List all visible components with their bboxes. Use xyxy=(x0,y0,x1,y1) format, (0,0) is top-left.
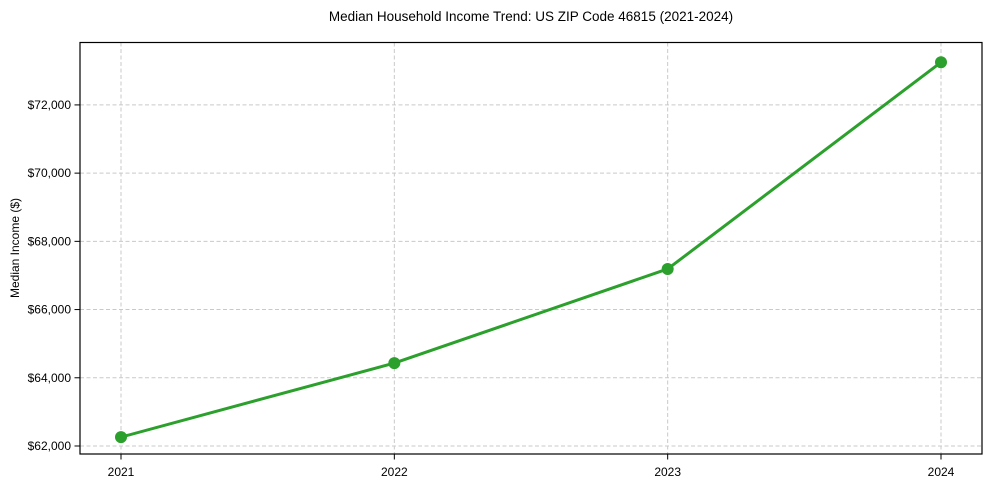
y-tick-label: $66,000 xyxy=(28,303,72,317)
y-tick-label: $72,000 xyxy=(28,98,72,112)
x-tick-label: 2021 xyxy=(108,465,135,479)
chart-title: Median Household Income Trend: US ZIP Co… xyxy=(328,9,734,24)
x-tick-label: 2023 xyxy=(654,465,681,479)
y-tick-label: $62,000 xyxy=(28,439,72,453)
x-tick-label: 2022 xyxy=(381,465,408,479)
data-point-2023 xyxy=(661,262,674,275)
data-point-2022 xyxy=(388,357,401,370)
data-line xyxy=(119,60,943,439)
data-point-2024 xyxy=(935,56,947,69)
x-tick-label: 2024 xyxy=(928,465,955,479)
y-tick-label: $64,000 xyxy=(28,371,72,385)
data-point-2021 xyxy=(115,431,127,444)
y-tick-label: $70,000 xyxy=(28,166,72,180)
y-tick-label: $68,000 xyxy=(28,234,72,248)
plot-border xyxy=(79,41,983,455)
